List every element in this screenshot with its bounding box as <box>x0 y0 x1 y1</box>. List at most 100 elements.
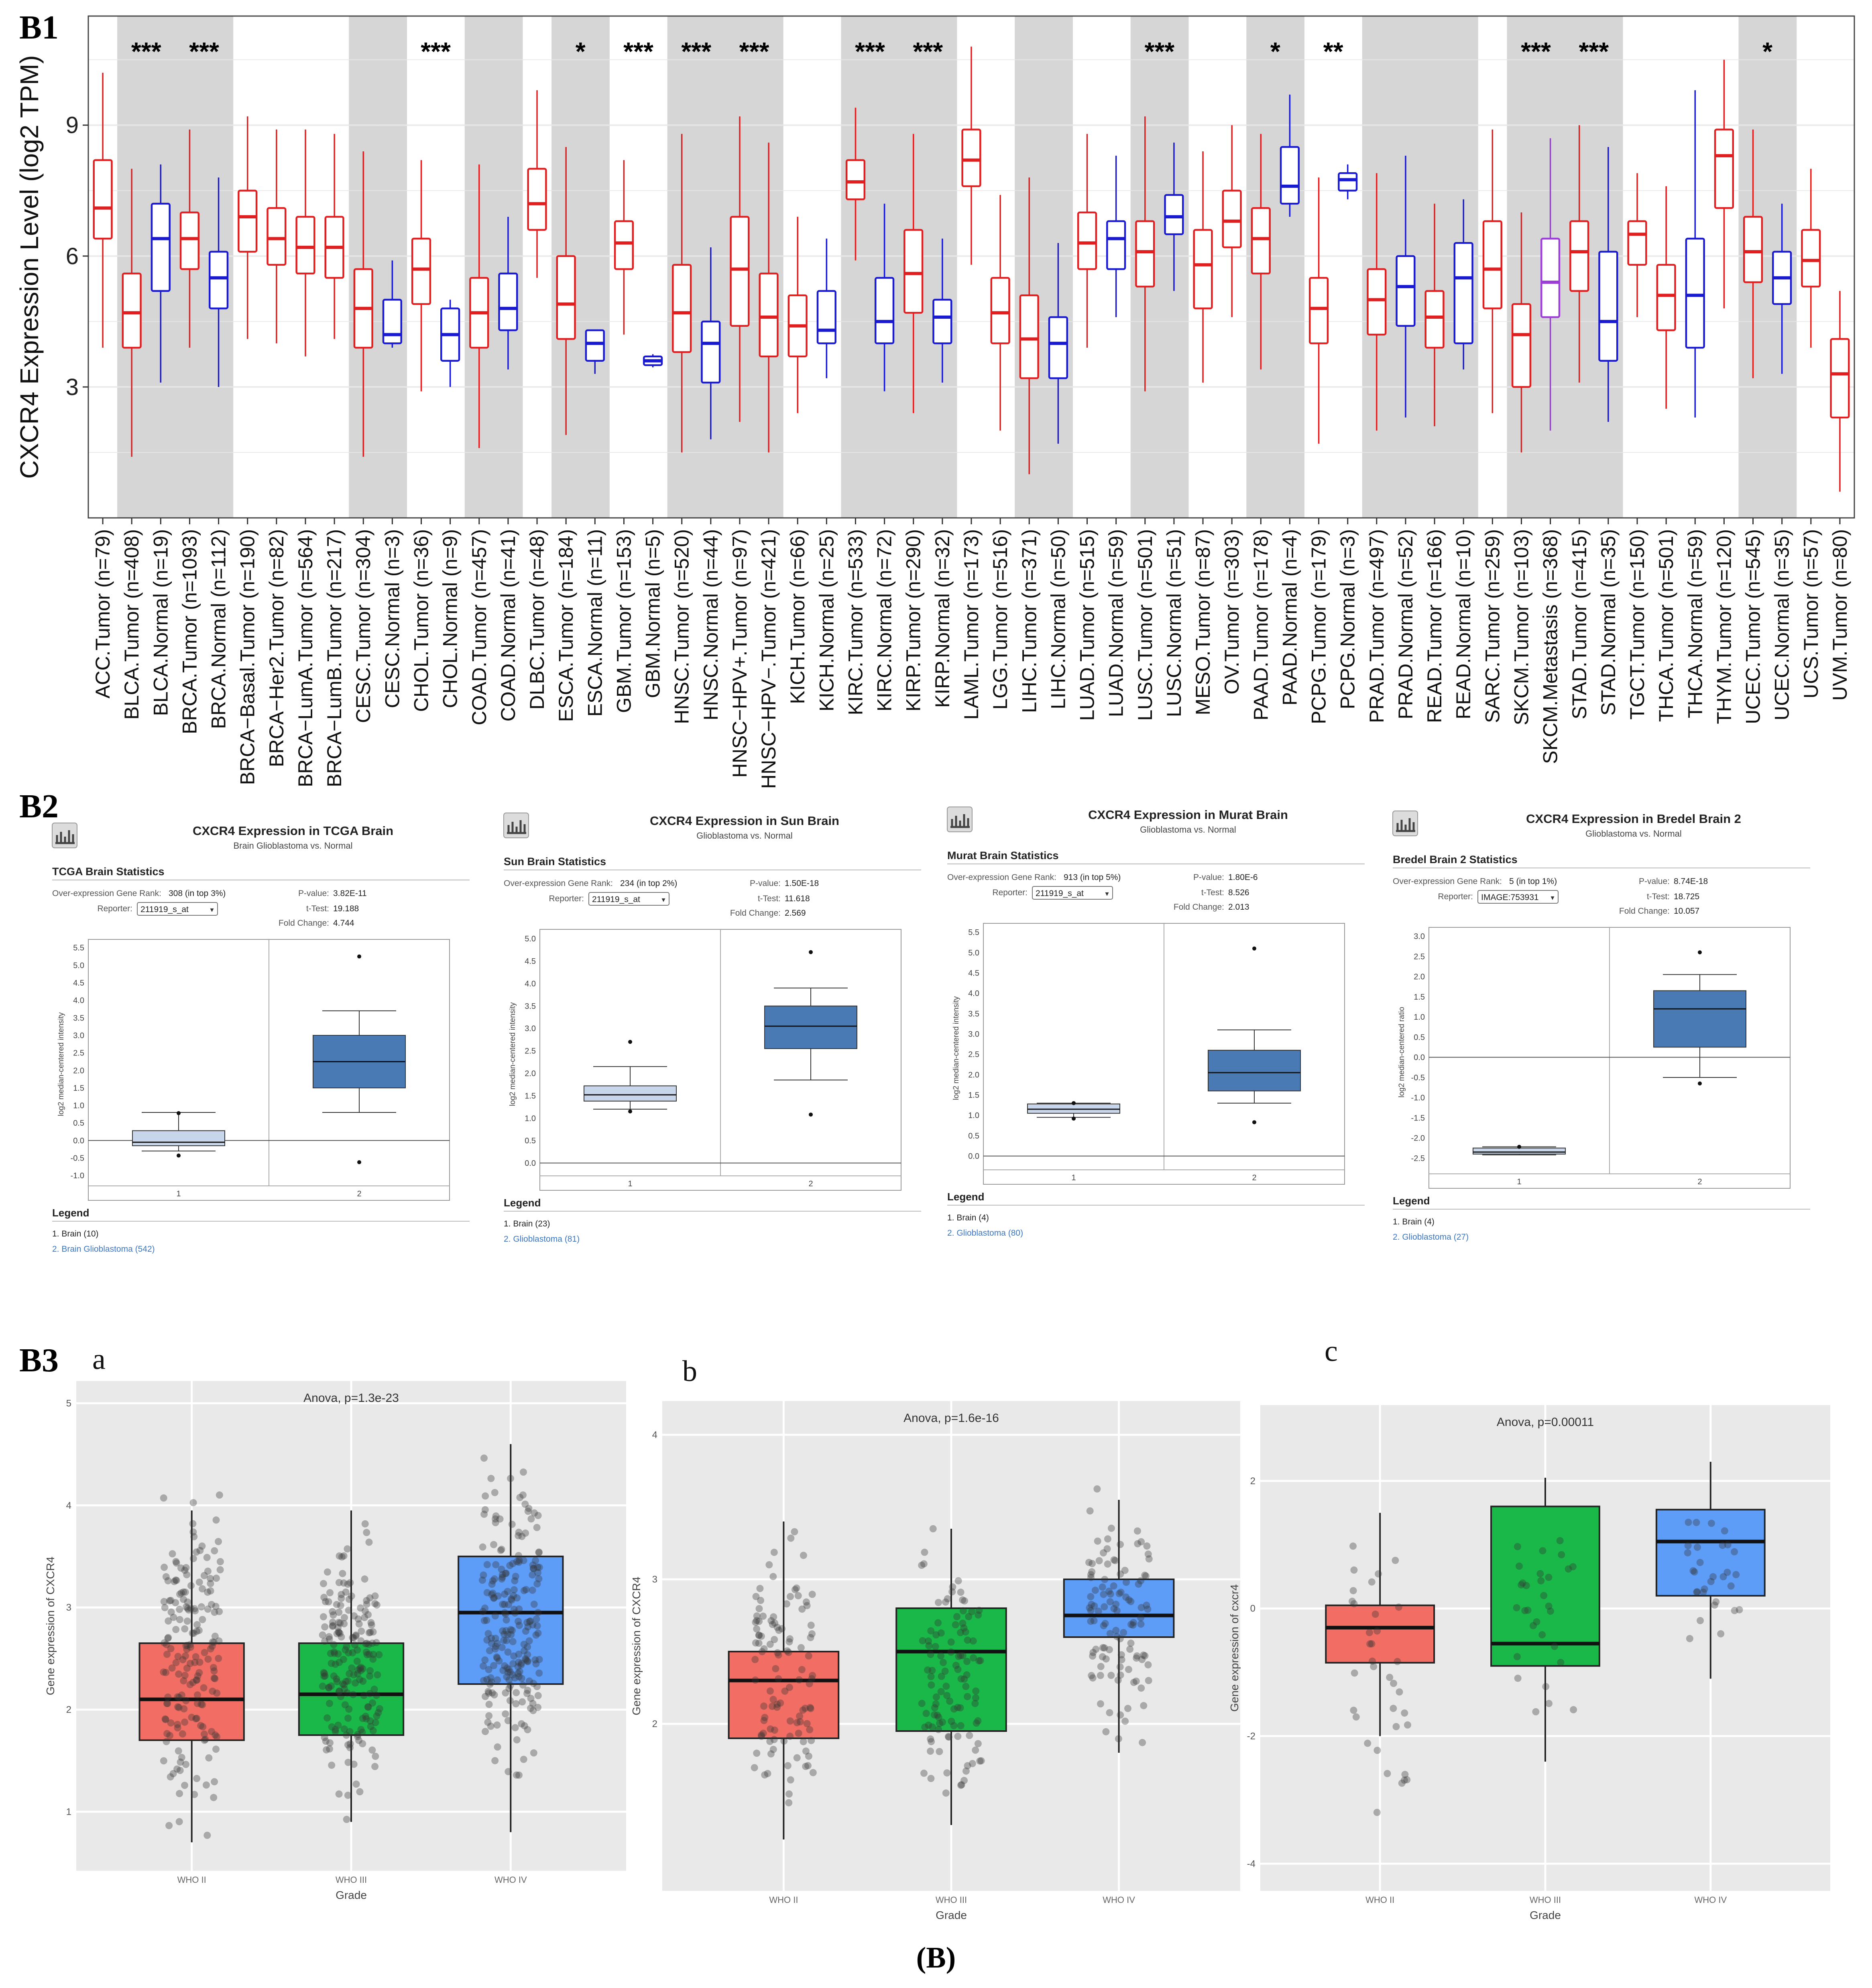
grade-point <box>354 1733 361 1740</box>
grade-point <box>1115 1735 1122 1743</box>
grade-point <box>1120 1629 1127 1636</box>
grade-point <box>1542 1683 1550 1691</box>
grade-point <box>972 1746 979 1754</box>
grade-point <box>321 1638 329 1645</box>
oncomine-ytick-label: 0.5 <box>73 1119 84 1128</box>
b1-xtick-label: PCPG.Normal (n=3) <box>1337 529 1359 709</box>
oncomine-ytick-label: 2.5 <box>968 1050 979 1059</box>
oncomine-outlier <box>809 1112 813 1117</box>
grade-point <box>336 1630 344 1637</box>
grade-point <box>1693 1519 1700 1526</box>
grade-point <box>928 1723 936 1731</box>
panel-letter: a <box>92 1343 106 1376</box>
ttest-value: 18.725 <box>1674 892 1699 901</box>
grade-point <box>767 1750 775 1758</box>
grade-point <box>357 1726 365 1733</box>
b1-box <box>1308 277 1329 344</box>
grade-point <box>532 1557 539 1564</box>
reporter-label: Reporter: <box>992 888 1028 897</box>
grade-point <box>210 1638 218 1646</box>
grade-point <box>344 1714 352 1722</box>
grade-point <box>1521 1607 1529 1615</box>
grade-point <box>494 1676 501 1684</box>
b1-box <box>1019 294 1039 379</box>
grade-point <box>535 1549 543 1556</box>
oncomine-ytick-label: 0.5 <box>525 1137 536 1145</box>
grade-point <box>175 1747 182 1755</box>
grade-point <box>352 1632 360 1640</box>
grade-point <box>178 1691 185 1699</box>
grade-point <box>502 1689 509 1697</box>
b1-box <box>208 251 229 310</box>
grade-point <box>357 1667 365 1674</box>
b1-box <box>1367 268 1387 336</box>
grade-point <box>506 1668 514 1676</box>
grade-point <box>355 1620 363 1628</box>
grade-point <box>323 1746 330 1754</box>
b1-xtick-label: LUAD.Tumor (n=515) <box>1076 529 1099 721</box>
grade-point <box>324 1714 331 1722</box>
grade-ytick-label: 2 <box>66 1704 71 1715</box>
grade-point <box>773 1701 781 1708</box>
grade-point <box>1545 1700 1553 1707</box>
grade-point <box>362 1715 370 1723</box>
grade-point <box>165 1634 172 1642</box>
grade-point <box>964 1636 971 1644</box>
grade-point <box>1137 1538 1145 1546</box>
grade-point <box>337 1602 344 1609</box>
grade-point <box>209 1638 216 1646</box>
legend-item-2: 2. Brain Glioblastoma (542) <box>52 1245 155 1254</box>
grade-point <box>808 1630 816 1638</box>
grade-point <box>326 1700 333 1707</box>
grade-point <box>795 1729 802 1737</box>
grade-point <box>1696 1559 1704 1566</box>
grade-point <box>193 1775 201 1782</box>
grade-point <box>485 1701 493 1708</box>
grade-point <box>208 1642 216 1650</box>
grade-point <box>1118 1656 1125 1664</box>
grade-point <box>530 1601 538 1608</box>
grade-point <box>1689 1567 1697 1575</box>
grade-point <box>183 1664 191 1672</box>
grade-point <box>937 1688 945 1695</box>
grade-point <box>1395 1603 1402 1611</box>
oncomine-ytick-label: 2.0 <box>968 1071 979 1080</box>
b1-xtick-label: COAD.Normal (n=41) <box>497 529 519 721</box>
grade-point <box>340 1656 347 1663</box>
grade-point <box>515 1605 523 1613</box>
grade-point <box>767 1617 775 1625</box>
grade-point <box>207 1645 214 1653</box>
grade-point <box>1551 1643 1559 1650</box>
grade-point <box>800 1552 807 1559</box>
oncomine-ytick-label: -2.0 <box>1411 1134 1425 1143</box>
grade-point <box>356 1664 364 1672</box>
grade-point <box>212 1516 220 1524</box>
grade-point <box>505 1676 513 1684</box>
grade-point <box>1140 1702 1148 1709</box>
grade-point <box>769 1573 777 1581</box>
grade-point <box>354 1731 362 1738</box>
grade-point <box>1693 1588 1701 1596</box>
grade-point <box>320 1672 328 1680</box>
b1-xtick-label: PRAD.Normal (n=52) <box>1394 529 1417 719</box>
grade-point <box>330 1641 338 1648</box>
grade-point <box>504 1588 511 1595</box>
grade-point <box>498 1546 505 1553</box>
grade-point <box>1693 1588 1701 1596</box>
grade-point <box>203 1554 211 1561</box>
b1-svg: 3 6 9 CXCR4 Expression Level (log2 TPM) ACC.… <box>15 15 1855 789</box>
grade-box <box>458 1555 564 1685</box>
grade-point <box>1100 1591 1107 1598</box>
grade-point <box>1732 1571 1740 1579</box>
grade-point <box>1731 1607 1738 1614</box>
oncomine-ytick-label: 3.0 <box>968 1030 979 1039</box>
grade-point <box>510 1592 517 1599</box>
grade-point <box>365 1641 372 1648</box>
grade-point <box>802 1763 810 1770</box>
oncomine-ytick-label: 4.0 <box>968 989 979 998</box>
b1-box <box>701 320 721 384</box>
b1-box <box>1540 238 1561 318</box>
oncomine-ytick-label: 3.5 <box>968 1010 979 1018</box>
grade-point <box>207 1587 214 1595</box>
grade-point <box>1141 1652 1149 1660</box>
